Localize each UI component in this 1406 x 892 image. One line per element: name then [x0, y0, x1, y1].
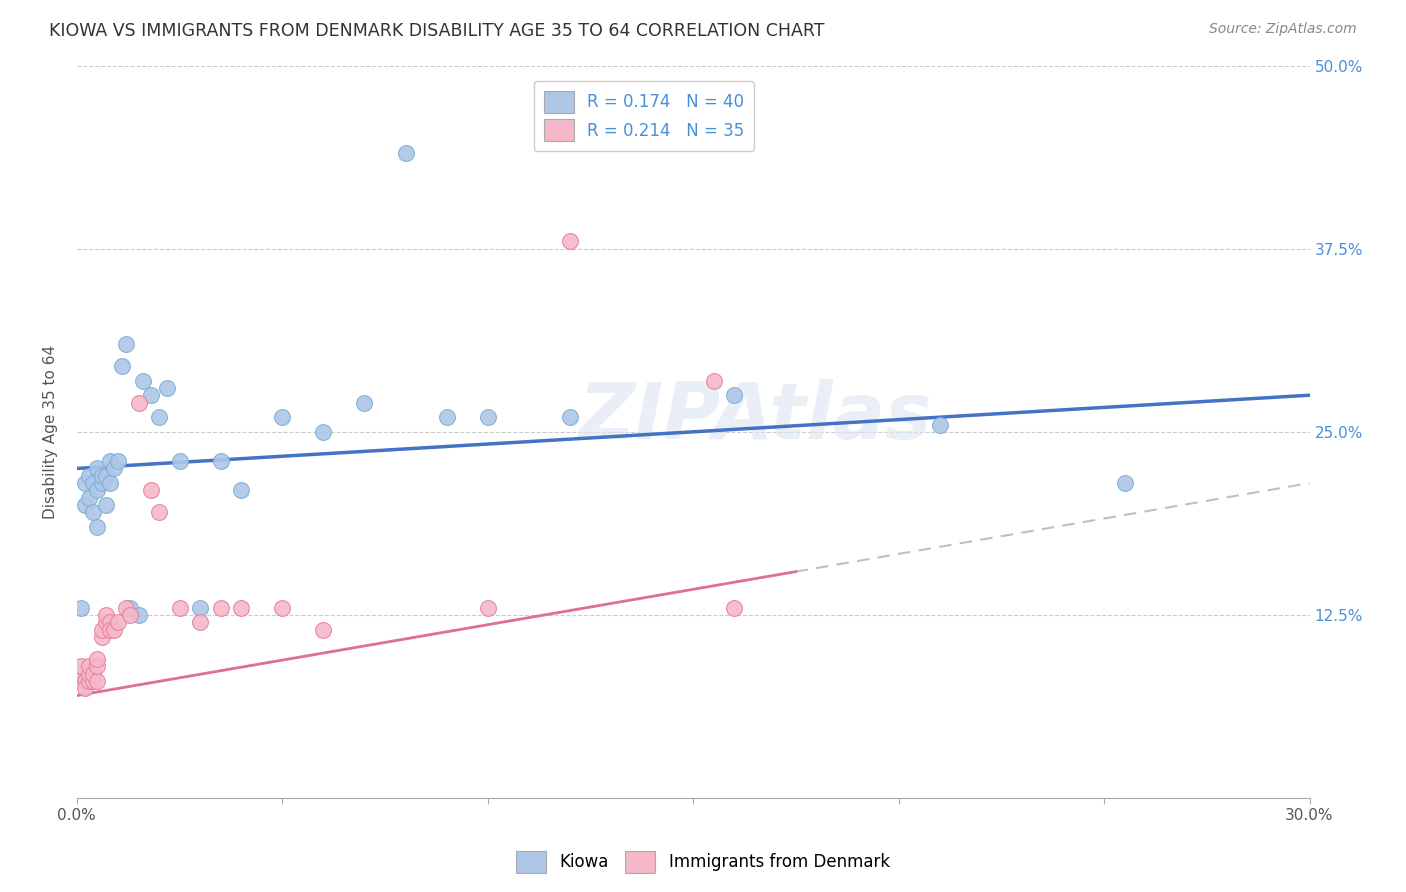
Point	[77, 468, 100, 483]
Point	[107, 615, 129, 630]
Point	[98, 476, 121, 491]
Point	[94, 498, 117, 512]
Point	[86, 652, 108, 666]
Point	[94, 615, 117, 630]
Point	[77, 666, 100, 681]
Point	[148, 505, 170, 519]
Point	[90, 630, 112, 644]
Point	[98, 623, 121, 637]
Point	[70, 666, 93, 681]
Point	[86, 520, 108, 534]
Point	[271, 600, 294, 615]
Point	[169, 600, 191, 615]
Text: ZIPAtlas: ZIPAtlas	[578, 379, 932, 455]
Point	[90, 623, 112, 637]
Point	[131, 374, 153, 388]
Point	[86, 461, 108, 475]
Point	[558, 410, 581, 425]
Point	[723, 388, 745, 402]
Y-axis label: Disability Age 35 to 64: Disability Age 35 to 64	[44, 345, 58, 519]
Point	[477, 410, 499, 425]
Point	[86, 659, 108, 673]
Point	[82, 476, 104, 491]
Point	[156, 381, 179, 395]
Point	[209, 454, 232, 468]
Point	[115, 337, 138, 351]
Point	[90, 476, 112, 491]
Point	[723, 600, 745, 615]
Point	[1114, 476, 1136, 491]
Point	[77, 673, 100, 688]
Point	[558, 235, 581, 249]
Point	[188, 615, 211, 630]
Point	[312, 623, 335, 637]
Point	[139, 483, 162, 498]
Point	[120, 600, 142, 615]
Point	[209, 600, 232, 615]
Point	[75, 681, 97, 696]
Point	[98, 454, 121, 468]
Point	[148, 410, 170, 425]
Point	[75, 476, 97, 491]
Text: KIOWA VS IMMIGRANTS FROM DENMARK DISABILITY AGE 35 TO 64 CORRELATION CHART: KIOWA VS IMMIGRANTS FROM DENMARK DISABIL…	[49, 22, 825, 40]
Text: Source: ZipAtlas.com: Source: ZipAtlas.com	[1209, 22, 1357, 37]
Point	[77, 491, 100, 505]
Point	[231, 600, 253, 615]
Point	[86, 673, 108, 688]
Point	[120, 607, 142, 622]
Point	[94, 607, 117, 622]
Point	[103, 461, 125, 475]
Point	[115, 600, 138, 615]
Point	[98, 615, 121, 630]
Point	[477, 600, 499, 615]
Point	[128, 395, 150, 409]
Point	[90, 468, 112, 483]
Point	[312, 425, 335, 439]
Point	[111, 359, 134, 373]
Point	[70, 659, 93, 673]
Point	[353, 395, 375, 409]
Point	[436, 410, 458, 425]
Point	[703, 374, 725, 388]
Point	[231, 483, 253, 498]
Legend: Kiowa, Immigrants from Denmark: Kiowa, Immigrants from Denmark	[509, 845, 897, 880]
Point	[128, 607, 150, 622]
Point	[94, 468, 117, 483]
Point	[107, 454, 129, 468]
Point	[394, 146, 416, 161]
Point	[103, 623, 125, 637]
Point	[70, 600, 93, 615]
Point	[139, 388, 162, 402]
Point	[169, 454, 191, 468]
Point	[75, 498, 97, 512]
Point	[928, 417, 950, 432]
Point	[82, 673, 104, 688]
Point	[82, 666, 104, 681]
Point	[75, 673, 97, 688]
Point	[86, 483, 108, 498]
Point	[271, 410, 294, 425]
Legend: R = 0.174   N = 40, R = 0.214   N = 35: R = 0.174 N = 40, R = 0.214 N = 35	[534, 81, 754, 151]
Point	[82, 505, 104, 519]
Point	[77, 659, 100, 673]
Point	[188, 600, 211, 615]
